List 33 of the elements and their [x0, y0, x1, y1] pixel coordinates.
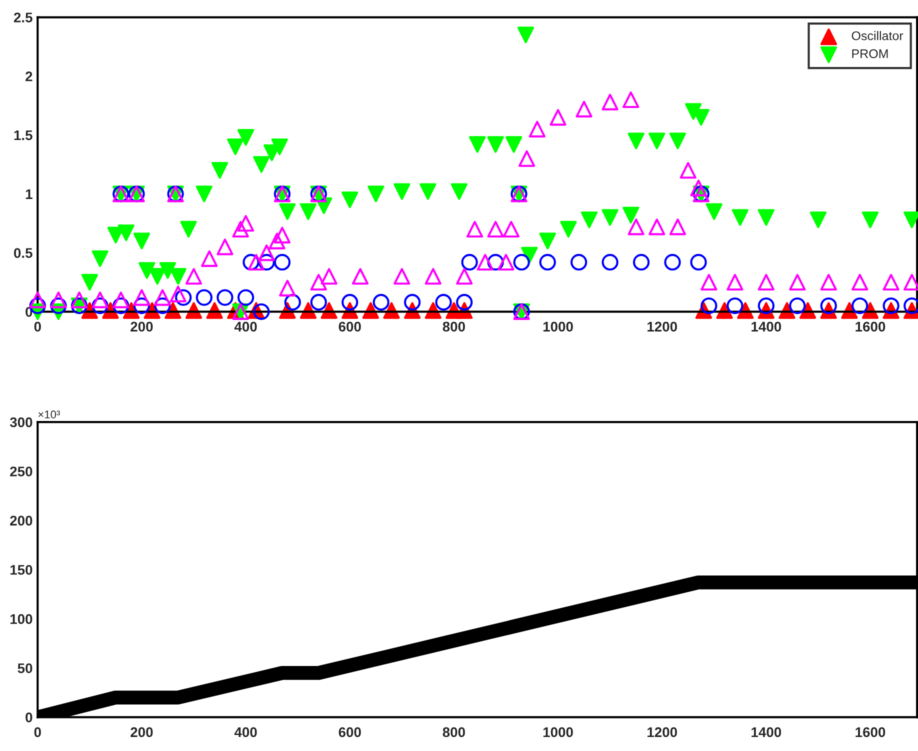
y-tick-label: 250 [10, 466, 32, 476]
y-tick-label: 100 [10, 614, 32, 624]
x-tick-label: 200 [130, 727, 153, 738]
x-tick-label: 800 [442, 322, 465, 332]
x-tick-label: 0 [34, 727, 41, 738]
y-tick-label: 150 [10, 564, 32, 575]
y-tick-label: 50 [18, 663, 32, 674]
legend-label: PROM [852, 49, 888, 58]
x-tick-label: 1400 [752, 322, 782, 332]
y-tick-label: 2.5 [14, 12, 32, 22]
x-tick-label: 1600 [856, 727, 886, 738]
x-tick-label: 400 [234, 322, 257, 332]
x-tick-label: 1600 [856, 322, 886, 332]
x-tick-label: 400 [234, 727, 257, 738]
y-tick-label: 1 [26, 189, 32, 199]
legend-label: Oscillator [852, 31, 904, 40]
x-tick-label: 600 [338, 322, 361, 332]
x-tick-label: 1400 [752, 727, 782, 738]
x-tick-label: 1200 [648, 727, 677, 738]
y-tick-label: 300 [10, 417, 32, 428]
text: ×10³ [38, 410, 60, 418]
x-tick-label: 1200 [648, 322, 677, 332]
x-tick-label: 1000 [543, 727, 573, 738]
y-tick-label: 1.5 [14, 130, 32, 140]
y-tick-label: 0.5 [14, 248, 32, 258]
x-tick-label: 200 [130, 322, 153, 332]
x-tick-label: 600 [338, 727, 361, 738]
y-tick-label: 0 [26, 712, 32, 722]
x-tick-label: 1000 [543, 322, 573, 332]
y-tick-label: 200 [10, 516, 32, 526]
x-tick-label: 0 [34, 322, 41, 332]
x-tick-label: 800 [442, 727, 465, 738]
y-tick-label: 2 [26, 71, 32, 82]
